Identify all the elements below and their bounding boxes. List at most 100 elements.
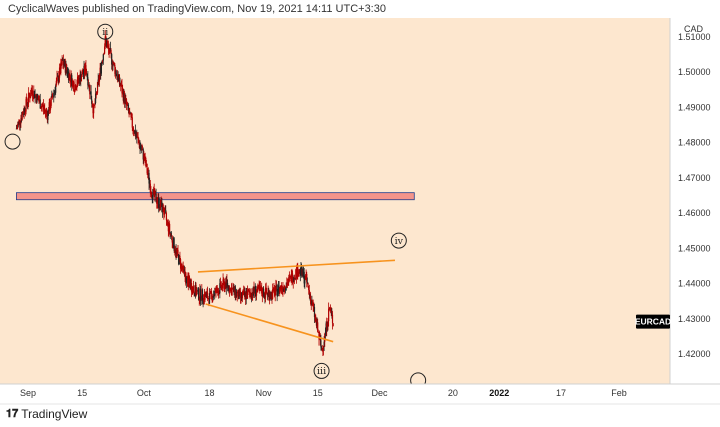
candle-body [315, 316, 317, 320]
candle-body [103, 53, 105, 55]
candle-body [33, 90, 36, 99]
candle-body [233, 286, 235, 293]
wave-label [4, 133, 21, 150]
x-tick-label: Nov [256, 388, 273, 398]
candle-body [292, 281, 294, 283]
candle-body [123, 92, 125, 101]
candle-body [303, 271, 305, 284]
candle-body [126, 104, 128, 106]
candle-body [302, 271, 305, 277]
candle-body [225, 279, 227, 289]
candle-body [30, 90, 32, 96]
candle-body [248, 290, 250, 292]
resistance-zone-rect [16, 192, 415, 201]
candle-body [281, 285, 283, 290]
candle-body [104, 46, 106, 54]
candle-body [25, 98, 27, 112]
candle-body [150, 192, 152, 194]
footer-brand[interactable]: 𝟏𝟕 TradingView [6, 406, 87, 422]
candle-body [296, 265, 298, 278]
candle-body [277, 291, 279, 296]
candle-body [66, 64, 68, 71]
candle-body [169, 223, 171, 233]
candle-body [151, 197, 153, 199]
candle-body [194, 293, 196, 297]
candle-body [212, 297, 214, 301]
candle-body [19, 123, 21, 125]
candle-body [323, 341, 325, 346]
candle-body [254, 291, 256, 293]
candle-body [300, 267, 302, 275]
candle-body [324, 333, 326, 342]
candle-body [87, 77, 89, 86]
candle-body [58, 67, 61, 78]
candle-body [116, 76, 119, 81]
candle-body [138, 138, 140, 143]
candle-body [310, 295, 312, 304]
candle-body [122, 90, 124, 101]
candle-body [238, 290, 240, 299]
candle-body [46, 113, 48, 121]
wave-text: iv [395, 236, 404, 247]
candle-body [50, 97, 52, 106]
candle-body [210, 291, 213, 294]
candle-body [163, 212, 165, 215]
candle-body [310, 300, 312, 304]
y-tick-label: 1.44000 [678, 279, 711, 289]
candle-body [316, 322, 318, 326]
candle-body [311, 303, 314, 306]
candle-body [37, 97, 39, 101]
candle-body [117, 76, 119, 81]
candle-body [153, 189, 155, 196]
candle-body [97, 79, 99, 82]
candle-body [78, 78, 81, 84]
candle-body [91, 103, 93, 107]
candle-body [82, 71, 84, 75]
candle-body [261, 287, 263, 294]
candle-body [86, 74, 88, 78]
candle-body [123, 92, 126, 104]
candle-body [160, 201, 162, 207]
candle-body [42, 105, 45, 109]
candle-body [29, 95, 31, 99]
candle-body [253, 286, 255, 292]
candle-body [295, 269, 298, 278]
candle-body [18, 120, 20, 122]
x-tick-label: Oct [137, 388, 152, 398]
candle-body [331, 314, 334, 324]
candle-body [148, 172, 150, 184]
candle-body [124, 98, 126, 104]
candle-body [232, 286, 234, 289]
candle-body [99, 67, 101, 75]
candle-body [265, 287, 267, 293]
candle-body [31, 90, 33, 92]
candle-body [40, 105, 43, 109]
candle-body [214, 290, 216, 296]
last-price-badge [636, 314, 670, 329]
candle-body [140, 146, 142, 149]
candle-body [297, 273, 299, 277]
candle-body [282, 289, 285, 292]
candle-body [258, 286, 260, 290]
wave-circle [390, 232, 407, 249]
candle-body [192, 286, 194, 293]
candle-body [114, 70, 117, 74]
candle-body [301, 268, 303, 276]
time-axis[interactable]: Sep 15 Oct 18 Nov 15 Dec 20 2022 17 Feb [0, 383, 720, 405]
candle-body [307, 282, 309, 287]
candle-body [160, 199, 162, 207]
candle-body [230, 287, 233, 295]
candle-body [125, 99, 128, 105]
candle-body [93, 105, 95, 114]
candle-body [161, 201, 163, 212]
candle-body [236, 293, 238, 297]
candle-body [200, 300, 202, 302]
candle-body [226, 282, 229, 288]
candle-body [89, 84, 91, 95]
candle-body [120, 84, 122, 87]
candle-body [92, 106, 94, 114]
candle-body [299, 269, 301, 275]
candle-body [312, 303, 314, 307]
